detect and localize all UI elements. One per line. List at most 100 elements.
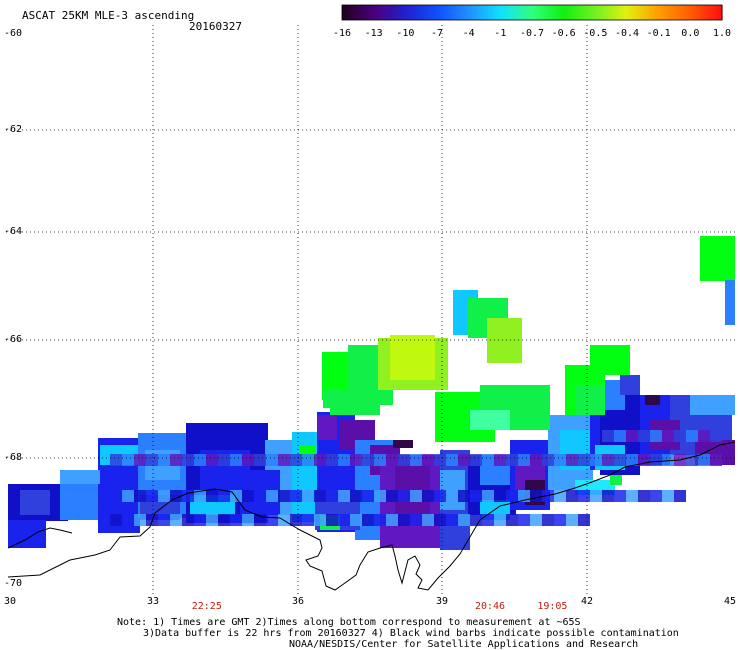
colorbar-segment [630,5,634,20]
wind-cell [614,454,626,466]
colorbar-tick-label: -13 [364,28,383,39]
colorbar-segment [525,5,530,20]
wind-cell [690,395,735,415]
wind-cell [494,514,506,526]
wind-cell [700,236,735,281]
wind-cell [338,454,350,466]
wind-cell [242,514,254,526]
colorbar-segment [611,5,615,20]
colorbar-segment [465,5,470,20]
colorbar-segment [516,5,520,20]
colorbar-segment [399,5,403,20]
wind-cell [290,490,302,502]
colorbar-segment [345,5,349,20]
colorbar-segment [376,5,381,20]
wind-cell [626,490,638,502]
wind-cell [182,454,194,466]
wind-cell [434,514,446,526]
wind-cell [638,490,650,502]
colorbar-segment [541,5,546,20]
wind-cell [206,454,218,466]
wind-cell [362,454,374,466]
colorbar-tick-label: -4 [462,28,475,39]
colorbar-tick-label: -0.1 [646,28,671,39]
wind-cell [506,454,518,466]
wind-cell [134,454,146,466]
colorbar-segment [718,5,723,20]
wind-cell [554,454,566,466]
colorbar-segment [414,5,419,20]
colorbar-segment [712,5,717,20]
wind-cell [422,514,434,526]
wind-cell [410,490,422,502]
note-line-3: NOAA/NESDIS/Center for Satellite Applica… [289,639,639,650]
wind-cell [590,490,602,502]
colorbar-segment [560,5,565,20]
colorbar-segment [427,5,432,20]
colorbar-frame [341,4,723,21]
wind-cell [458,454,470,466]
colorbar-segment [519,5,524,20]
colorbar-segment [503,5,508,20]
wind-cell [374,490,386,502]
wind-cell [398,514,410,526]
wind-cell [578,514,590,526]
wind-cell [698,454,710,466]
colorbar-segment [433,5,438,20]
measurement-time-label: 22:25 [191,601,222,612]
colorbar-segment [547,5,552,20]
wind-cell [338,490,350,502]
colorbar-segment [494,5,498,20]
colorbar-segment [614,5,619,20]
wind-cell [590,454,602,466]
wind-cell [674,430,686,442]
colorbar-segment [484,5,489,20]
wind-cell [110,454,122,466]
wind-cell [482,514,494,526]
wind-cell [8,520,46,548]
wind-cell [158,514,170,526]
wind-cell [338,514,350,526]
colorbar-segment [421,5,425,20]
colorbar-tick-label: -0.7 [519,28,545,39]
colorbar-segment [440,5,444,20]
y-tick-label: -68 [4,452,23,463]
wind-cell [122,454,134,466]
colorbar-segment [623,5,628,20]
colorbar-segment [532,5,536,20]
wind-cell [350,454,362,466]
wind-cell [434,490,446,502]
coastline-path [7,441,736,591]
colorbar-segment [408,5,413,20]
wind-cell [386,514,398,526]
colorbar-segment [627,5,631,20]
wind-cell [602,490,614,502]
wind-cell [134,490,146,502]
y-tick-label: -60 [4,28,23,39]
colorbar-segment [684,5,688,20]
wind-cell [602,454,614,466]
wind-cell [650,454,662,466]
colorbar-segment [696,5,701,20]
wind-cell [317,415,337,440]
colorbar-segment [361,5,365,20]
wind-cell [266,454,278,466]
colorbar-tick-label: -0.4 [614,28,640,39]
wind-cell [506,514,518,526]
colorbar-segment [370,5,375,20]
colorbar-segment [592,5,596,20]
colorbar-segment [522,5,527,20]
wind-cell [626,454,638,466]
wind-cell [470,410,510,430]
colorbar-segment [430,5,435,20]
map-title: ASCAT 25KM MLE-3 ascending [22,9,195,22]
wind-cell [686,454,698,466]
wind-cell [326,490,338,502]
colorbar-segment [636,5,641,20]
wind-cell [494,454,506,466]
wind-cell [206,490,218,502]
colorbar-segment [500,5,505,20]
colorbar-segment [380,5,384,20]
wind-cell [182,490,194,502]
